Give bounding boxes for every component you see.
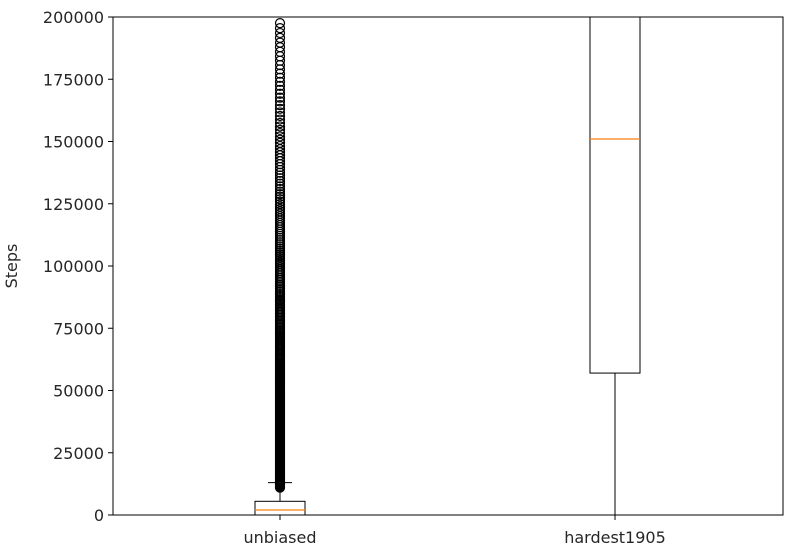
outlier-point	[274, 131, 286, 142]
x-tick-label: unbiased	[243, 528, 316, 547]
outlier-point	[274, 103, 286, 114]
y-tick-label: 75000	[53, 319, 104, 338]
outlier-point	[274, 134, 286, 145]
outlier-point	[274, 203, 286, 215]
outlier-point	[274, 107, 286, 118]
outlier-point	[274, 114, 286, 125]
outlier-point	[274, 27, 286, 39]
y-tick-label: 100000	[43, 257, 104, 276]
outlier-point	[274, 128, 286, 139]
x-tick-label: hardest1905	[564, 528, 666, 547]
y-axis-label: Steps	[2, 244, 21, 289]
outlier-point	[274, 110, 286, 122]
outlier-point	[274, 199, 286, 210]
outlier-point	[274, 80, 286, 91]
outlier-point	[274, 100, 286, 111]
outlier-point	[274, 121, 286, 132]
box-unbiased	[254, 500, 306, 516]
outlier-point	[274, 72, 286, 83]
box-hardest1905	[589, 16, 641, 374]
outlier-point	[274, 88, 286, 99]
outlier-point	[274, 186, 286, 197]
outlier-point	[274, 181, 286, 192]
outlier-point	[274, 117, 286, 129]
outlier-point	[274, 92, 286, 103]
outlier-point	[274, 178, 286, 189]
outlier-point	[274, 18, 286, 29]
outlier-point	[274, 175, 286, 187]
y-tick-label: 125000	[43, 195, 104, 214]
y-tick-label: 200000	[43, 8, 104, 27]
plot-area: 0 25000 50000 75000 100000 125000 150000 175000…	[43, 8, 784, 547]
y-tick-label: 150000	[43, 133, 104, 152]
plot-frame	[112, 16, 784, 516]
outlier-point	[274, 183, 286, 195]
y-tick-label: 25000	[53, 444, 104, 463]
y-tick-label: 0	[94, 506, 104, 525]
outlier-point	[274, 23, 286, 34]
outlier-point	[274, 196, 286, 207]
outlier-point	[274, 76, 286, 87]
outlier-point	[274, 137, 286, 148]
outlier-point	[274, 191, 286, 202]
outlier-point	[274, 194, 286, 205]
outlier-point	[274, 140, 286, 152]
outlier-point	[274, 96, 286, 107]
outlier-point	[274, 124, 286, 135]
y-tick-label: 175000	[43, 70, 104, 89]
outlier-point	[274, 173, 286, 184]
outlier-point	[274, 189, 286, 200]
outlier-point	[274, 32, 286, 43]
outlier-point	[274, 201, 286, 212]
outlier-point	[274, 84, 286, 95]
y-tick-label: 50000	[53, 382, 104, 401]
